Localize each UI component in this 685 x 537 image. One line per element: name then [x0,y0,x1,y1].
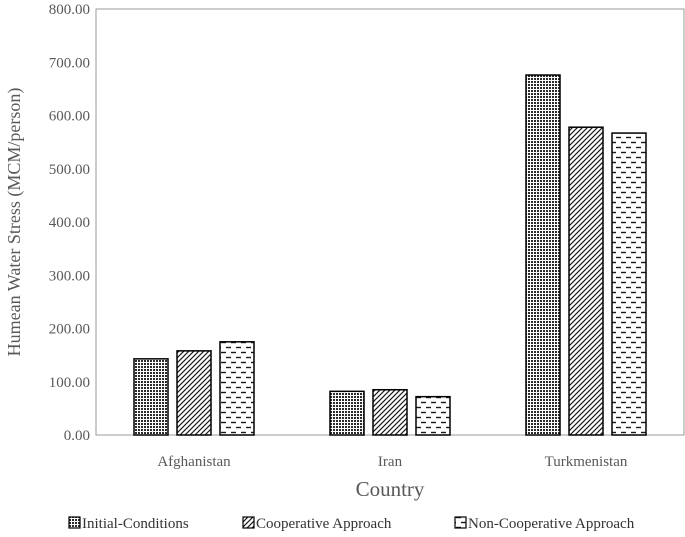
bar-afghanistan-initial-conditions [133,358,169,436]
y-tick-label: 700.00 [49,55,90,71]
y-tick-label: 0.00 [64,428,90,444]
legend-label: Cooperative Approach [256,516,392,532]
y-axis-ticks: 0.00 100.00 200.00 300.00 400.00 500.00 600.00… [49,2,90,444]
bar-iran-initial-conditions [329,390,365,436]
x-tick-label: Iran [378,454,403,470]
y-tick-label: 400.00 [49,215,90,231]
y-tick-label: 200.00 [49,322,90,338]
y-tick-label: 100.00 [49,375,90,391]
legend-label: Initial-Conditions [82,516,189,532]
bar-iran-non-cooperative-approach [415,395,451,436]
y-tick-label: 300.00 [49,268,90,284]
bar-turkmenistan-initial-conditions [525,74,561,436]
legend-swatch [68,516,81,529]
x-tick-label: Turkmenistan [545,454,628,470]
x-axis-ticks: Afghanistan Iran Turkmenistan [157,454,628,470]
bar-turkmenistan-non-cooperative-approach [611,132,647,436]
y-axis-title: Humean Water Stress (MCM/person) [4,88,25,357]
y-tick-label: 800.00 [49,2,90,18]
y-tick-label: 600.00 [49,109,90,125]
bar-afghanistan-cooperative-approach [176,350,212,436]
legend-swatch [454,516,467,529]
y-tick-label: 500.00 [49,162,90,178]
bar-iran-cooperative-approach [372,388,408,436]
x-axis-title: Country [356,477,425,501]
bars [133,74,647,436]
legend: Initial-Conditions Cooperative Approach No… [68,516,635,532]
legend-label: Non-Cooperative Approach [468,516,635,532]
bar-turkmenistan-cooperative-approach [568,126,604,436]
legend-swatch [242,516,255,529]
bar-afghanistan-non-cooperative-approach [219,341,255,436]
x-tick-label: Afghanistan [157,454,231,470]
